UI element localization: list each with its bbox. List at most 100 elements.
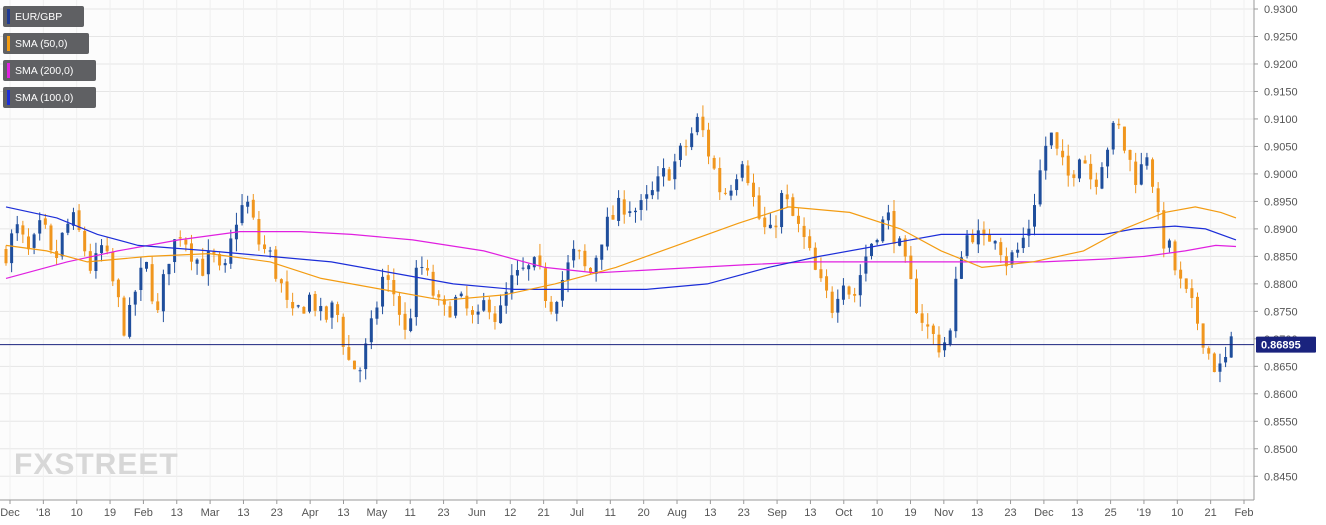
candle-body (510, 275, 514, 294)
x-tick-label: 23 (271, 507, 283, 519)
legend-item-sma200[interactable]: SMA (200,0) (3, 60, 96, 81)
x-tick-label: 12 (504, 507, 516, 519)
fxstreet-logo: FXSTREET (14, 448, 179, 482)
candle-body (392, 280, 396, 295)
candle-body (746, 165, 750, 184)
candle-body (819, 269, 823, 279)
candle-body (836, 298, 840, 313)
x-tick-label: 23 (437, 507, 449, 519)
candle-body (858, 275, 862, 296)
candle-body (1089, 163, 1093, 180)
candle-body (369, 318, 373, 343)
candle-body (1083, 160, 1087, 164)
candle-body (1094, 179, 1098, 187)
candle-body (1021, 237, 1025, 249)
candle-body (32, 234, 36, 248)
candle-body (470, 310, 474, 315)
candle-body (251, 199, 255, 218)
x-tick-label: 13 (171, 507, 183, 519)
x-tick-label: 20 (638, 507, 650, 519)
candle-body (145, 261, 149, 269)
candle-body (768, 224, 772, 229)
candle-body (701, 116, 705, 131)
candle-body (757, 195, 761, 219)
candle-body (690, 133, 694, 148)
candle-body (240, 205, 244, 224)
candle-body (116, 279, 120, 298)
candle-body (330, 302, 334, 318)
candle-body (976, 230, 980, 245)
candle-body (847, 286, 851, 295)
x-tick-label: 11 (405, 507, 416, 519)
last-price-label: 0.86895 (1261, 340, 1301, 352)
plot-area (0, 0, 1254, 500)
legend-swatch-sma100 (7, 90, 10, 105)
candle-body (397, 296, 401, 315)
candle-body (678, 145, 682, 161)
candle-body (600, 244, 604, 260)
candle-body (83, 230, 87, 252)
y-tick-label: 0.9050 (1264, 141, 1298, 153)
sma50-line (5, 206, 1237, 301)
candle-body (751, 182, 755, 198)
candle-body (903, 238, 907, 257)
candle-body (656, 176, 660, 192)
x-tick-label: 10 (1171, 507, 1183, 519)
candle-body (263, 244, 267, 250)
candle-body (1049, 132, 1053, 146)
y-tick-label: 0.8900 (1264, 224, 1298, 236)
y-tick-label: 0.8750 (1264, 306, 1298, 318)
candle-body (1044, 145, 1048, 171)
candle-body (673, 161, 677, 180)
candle-body (1128, 149, 1132, 160)
x-tick-label: 13 (1071, 507, 1083, 519)
y-tick-label: 0.8550 (1264, 416, 1298, 428)
legend-swatch-sma200 (7, 63, 10, 78)
candle-body (999, 242, 1003, 256)
candle-body (645, 194, 649, 199)
candle-body (1167, 240, 1171, 248)
candle-body (723, 192, 727, 194)
candle-body (650, 190, 654, 196)
sma100-line (5, 206, 1237, 290)
x-tick-label: Feb (1235, 507, 1254, 519)
candle-body (173, 239, 177, 263)
x-tick-label: 13 (704, 507, 716, 519)
candle-body (1038, 170, 1042, 205)
candle-body (156, 301, 160, 311)
candle-body (931, 325, 935, 334)
candle-body (493, 313, 497, 322)
legend-swatch-sma50 (7, 36, 10, 51)
candle-body (875, 240, 879, 243)
candle-body (482, 300, 486, 311)
candle-body (133, 291, 137, 305)
candle-body (448, 306, 452, 318)
candle-body (684, 146, 688, 148)
candle-body (617, 197, 621, 221)
candle-body (375, 307, 379, 319)
candle-body (201, 258, 205, 276)
legend-item-sma50[interactable]: SMA (50,0) (3, 33, 89, 54)
legend-item-sma100[interactable]: SMA (100,0) (3, 87, 96, 108)
candle-body (499, 305, 503, 324)
candle-body (735, 179, 739, 191)
candle-body (886, 212, 890, 221)
x-tick-label: 21 (1205, 507, 1217, 519)
legend-item-eurgbp[interactable]: EUR/GBP (3, 6, 84, 27)
candle-body (549, 301, 553, 312)
candle-body (431, 271, 435, 296)
y-tick-label: 0.8450 (1264, 471, 1298, 483)
candle-body (111, 251, 115, 282)
x-tick-label: 13 (237, 507, 249, 519)
y-tick-label: 0.9000 (1264, 169, 1298, 181)
candle-body (1184, 278, 1188, 289)
candle-body (94, 253, 98, 272)
candle-body (285, 281, 289, 300)
candle-body (122, 297, 126, 336)
candle-body (71, 212, 75, 226)
candle-body (88, 251, 92, 271)
candle-body (476, 311, 480, 315)
x-tick-label: Dec (0, 507, 20, 519)
candle-body (830, 291, 834, 313)
candle-body (302, 306, 306, 314)
